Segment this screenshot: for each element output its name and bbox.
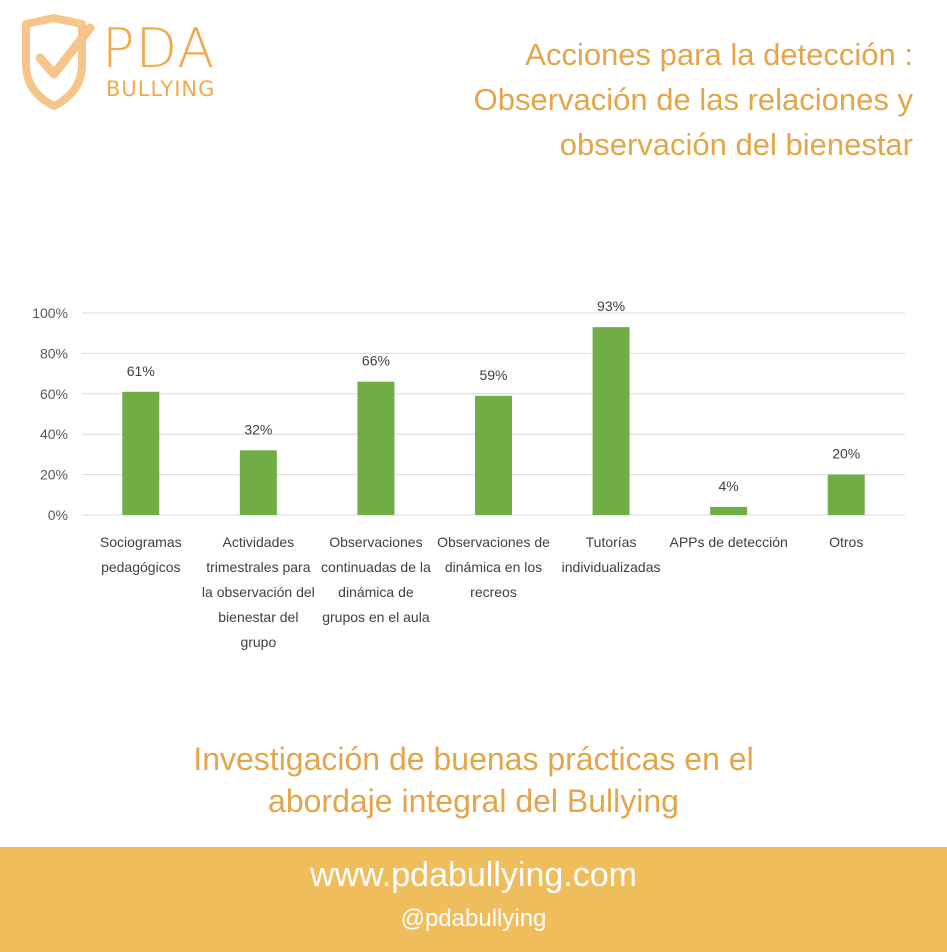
bar — [122, 391, 160, 515]
bar — [357, 381, 395, 515]
subtitle-line-2: abordaje integral del Bullying — [268, 783, 679, 819]
y-tick-label: 80% — [40, 345, 68, 361]
logo-text-bullying: BULLYING — [106, 77, 216, 101]
bar — [239, 450, 277, 515]
title-line-1: Acciones para la detección : — [525, 37, 913, 72]
data-label: 66% — [362, 353, 390, 369]
data-label: 93% — [597, 298, 625, 314]
x-tick-label: Observaciones de dinámica en los recreos — [437, 534, 550, 600]
logo: PDA BULLYING — [18, 14, 218, 114]
subtitle-line-1: Investigación de buenas prácticas en el — [193, 741, 754, 777]
page-title: Acciones para la detección : Observación… — [353, 32, 913, 167]
bar-chart: 0% 20% 40% 60% 80% 100% 61% Sociogramas pedagógi… — [32, 298, 905, 650]
x-tick-label: APPs de detección — [669, 534, 787, 550]
subtitle: Investigación de buenas prácticas en el … — [0, 738, 947, 822]
y-tick-label: 40% — [40, 426, 68, 442]
data-label: 59% — [479, 367, 507, 383]
footer-banner: www.pdabullying.com @pdabullying — [0, 847, 947, 952]
x-tick-label: Otros — [829, 534, 863, 550]
bar — [710, 506, 748, 515]
y-tick-label: 0% — [48, 507, 68, 523]
data-label: 20% — [832, 446, 860, 462]
y-tick-label: 60% — [40, 386, 68, 402]
shield-check-icon — [22, 14, 95, 110]
bar — [475, 395, 512, 515]
website-link[interactable]: www.pdabullying.com — [310, 856, 637, 894]
title-line-2: Observación de las relaciones y — [473, 82, 913, 117]
logo-text-pda: PDA — [102, 17, 216, 80]
x-tick-label: Observaciones continuadas de la dinámica d… — [321, 534, 431, 625]
data-label: 32% — [244, 421, 272, 437]
title-line-3: observación del bienestar — [559, 127, 913, 162]
social-handle: @pdabullying — [400, 905, 547, 932]
y-tick-label: 20% — [40, 467, 68, 483]
bar — [592, 327, 630, 515]
x-tick-label: Tutorías individualizadas — [562, 534, 661, 575]
x-tick-label: Sociogramas pedagógicos — [100, 534, 182, 575]
bar — [827, 474, 865, 515]
data-label: 4% — [719, 478, 739, 494]
data-label: 61% — [127, 363, 155, 379]
y-tick-label: 100% — [32, 305, 68, 321]
x-tick-label: Actividades trimestrales para la observaci… — [202, 534, 315, 650]
